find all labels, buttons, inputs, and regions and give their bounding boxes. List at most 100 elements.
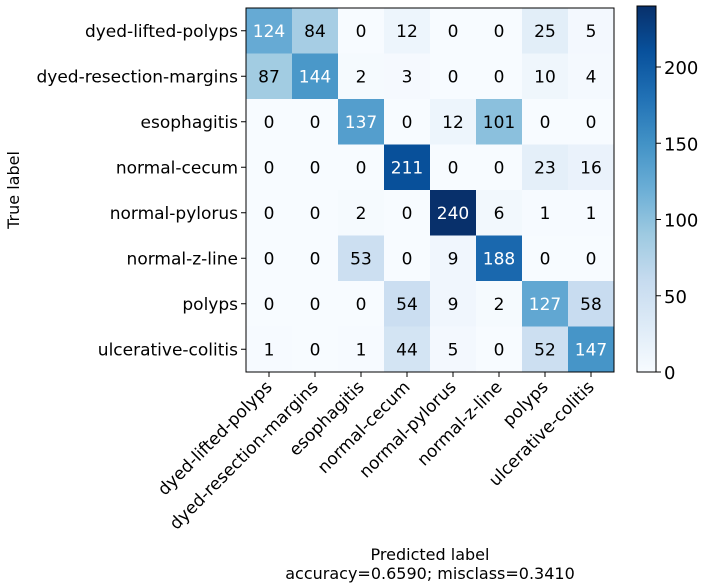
heatmap-cell: [246, 190, 293, 236]
cell-value: 1: [586, 204, 597, 224]
y-tick-label: esophagitis: [141, 113, 239, 133]
heatmap-cell: [338, 190, 385, 236]
heatmap-cell: [476, 326, 523, 373]
cell-value: 1: [540, 204, 551, 224]
cell-value: 12: [396, 22, 418, 42]
heatmap-cell: [338, 144, 385, 191]
heatmap-cell: [430, 53, 477, 100]
cell-value: 0: [310, 249, 321, 269]
heatmap-cell: [384, 281, 431, 327]
cell-value: 0: [448, 67, 459, 87]
heatmap-cell: [338, 99, 385, 145]
cell-value: 87: [258, 67, 280, 87]
cell-value: 44: [396, 340, 418, 360]
heatmap-cell: [568, 8, 615, 54]
cell-value: 0: [494, 158, 505, 178]
cell-value: 0: [310, 295, 321, 315]
x-axis-sublabel: accuracy=0.6590; misclass=0.3410: [285, 564, 575, 583]
cell-value: 5: [448, 340, 459, 360]
heatmap-cell: [246, 144, 293, 191]
heatmap-cell: [476, 235, 523, 282]
cell-value: 0: [494, 67, 505, 87]
heatmap-cell: [522, 99, 569, 145]
cell-value: 0: [494, 340, 505, 360]
heatmap-cell: [476, 53, 523, 100]
heatmap-cell: [246, 99, 293, 145]
cell-value: 0: [310, 158, 321, 178]
y-tick-label: ulcerative-colitis: [98, 340, 238, 360]
cell-value: 2: [356, 67, 367, 87]
heatmap-cell: [384, 190, 431, 236]
cell-value: 23: [534, 158, 556, 178]
y-tick-label: dyed-lifted-polyps: [85, 22, 238, 42]
y-axis-label: True label: [4, 151, 23, 230]
heatmap-cell: [246, 8, 293, 54]
cell-value: 9: [448, 295, 459, 315]
heatmap-cell: [430, 281, 477, 327]
y-tick-label: polyps: [182, 295, 238, 315]
heatmap-cell: [568, 190, 615, 236]
heatmap-cell: [430, 235, 477, 282]
heatmap-cell: [292, 281, 339, 327]
cell-value: 0: [586, 249, 597, 269]
heatmap-cell: [246, 326, 293, 373]
cell-value: 1: [264, 340, 275, 360]
cell-value: 240: [437, 204, 469, 224]
cell-value: 0: [310, 113, 321, 133]
cell-value: 3: [402, 67, 413, 87]
y-tick-label: normal-cecum: [116, 158, 238, 178]
heatmap-cell: [568, 53, 615, 100]
heatmap-cell: [384, 53, 431, 100]
cell-value: 0: [356, 295, 367, 315]
y-tick-label: dyed-resection-margins: [37, 67, 239, 87]
cell-value: 0: [264, 113, 275, 133]
x-axis-label: Predicted label: [371, 545, 490, 564]
heatmap-cell: [476, 281, 523, 327]
heatmap-cell: [292, 53, 339, 100]
heatmap-cell: [338, 235, 385, 282]
cell-value: 54: [396, 295, 418, 315]
cell-value: 144: [299, 67, 331, 87]
heatmap-cell: [476, 8, 523, 54]
heatmap-cell: [384, 235, 431, 282]
heatmap-cell: [522, 8, 569, 54]
heatmap-cell: [246, 53, 293, 100]
heatmap-cells: [246, 8, 615, 373]
cell-value: 147: [575, 340, 607, 360]
colorbar-tick-labels: 0 50 100 150 200: [656, 58, 698, 384]
colorbar: [636, 5, 657, 373]
cell-value: 124: [253, 22, 285, 42]
cell-value: 0: [448, 22, 459, 42]
cell-value: 16: [580, 158, 602, 178]
heatmap-cell: [338, 326, 385, 373]
heatmap-cell: [292, 144, 339, 191]
cell-value: 101: [483, 113, 515, 133]
cell-value: 0: [264, 158, 275, 178]
cell-value: 52: [534, 340, 556, 360]
colorbar-tick-label: 100: [664, 211, 698, 232]
heatmap-cell: [430, 8, 477, 54]
heatmap-cell: [338, 53, 385, 100]
cell-value: 0: [310, 340, 321, 360]
cell-value: 5: [586, 22, 597, 42]
heatmap-cell: [292, 326, 339, 373]
cell-value: 188: [483, 249, 515, 269]
plot-frame: [245, 7, 615, 373]
cell-value: 4: [586, 67, 597, 87]
heatmap-cell: [522, 53, 569, 100]
heatmap-cell: [292, 99, 339, 145]
cell-value: 0: [494, 22, 505, 42]
cell-value: 0: [356, 158, 367, 178]
cell-value: 2: [494, 295, 505, 315]
heatmap-cell: [384, 99, 431, 145]
heatmap-cell: [430, 190, 477, 236]
heatmap-cell: [522, 326, 569, 373]
cell-value: 10: [534, 67, 556, 87]
cell-value: 0: [402, 113, 413, 133]
cell-value: 211: [391, 158, 423, 178]
colorbar-tick-label: 0: [664, 363, 675, 384]
cell-value: 137: [345, 113, 377, 133]
cell-value: 0: [356, 22, 367, 42]
heatmap-cell: [338, 8, 385, 54]
heatmap-cell: [338, 281, 385, 327]
